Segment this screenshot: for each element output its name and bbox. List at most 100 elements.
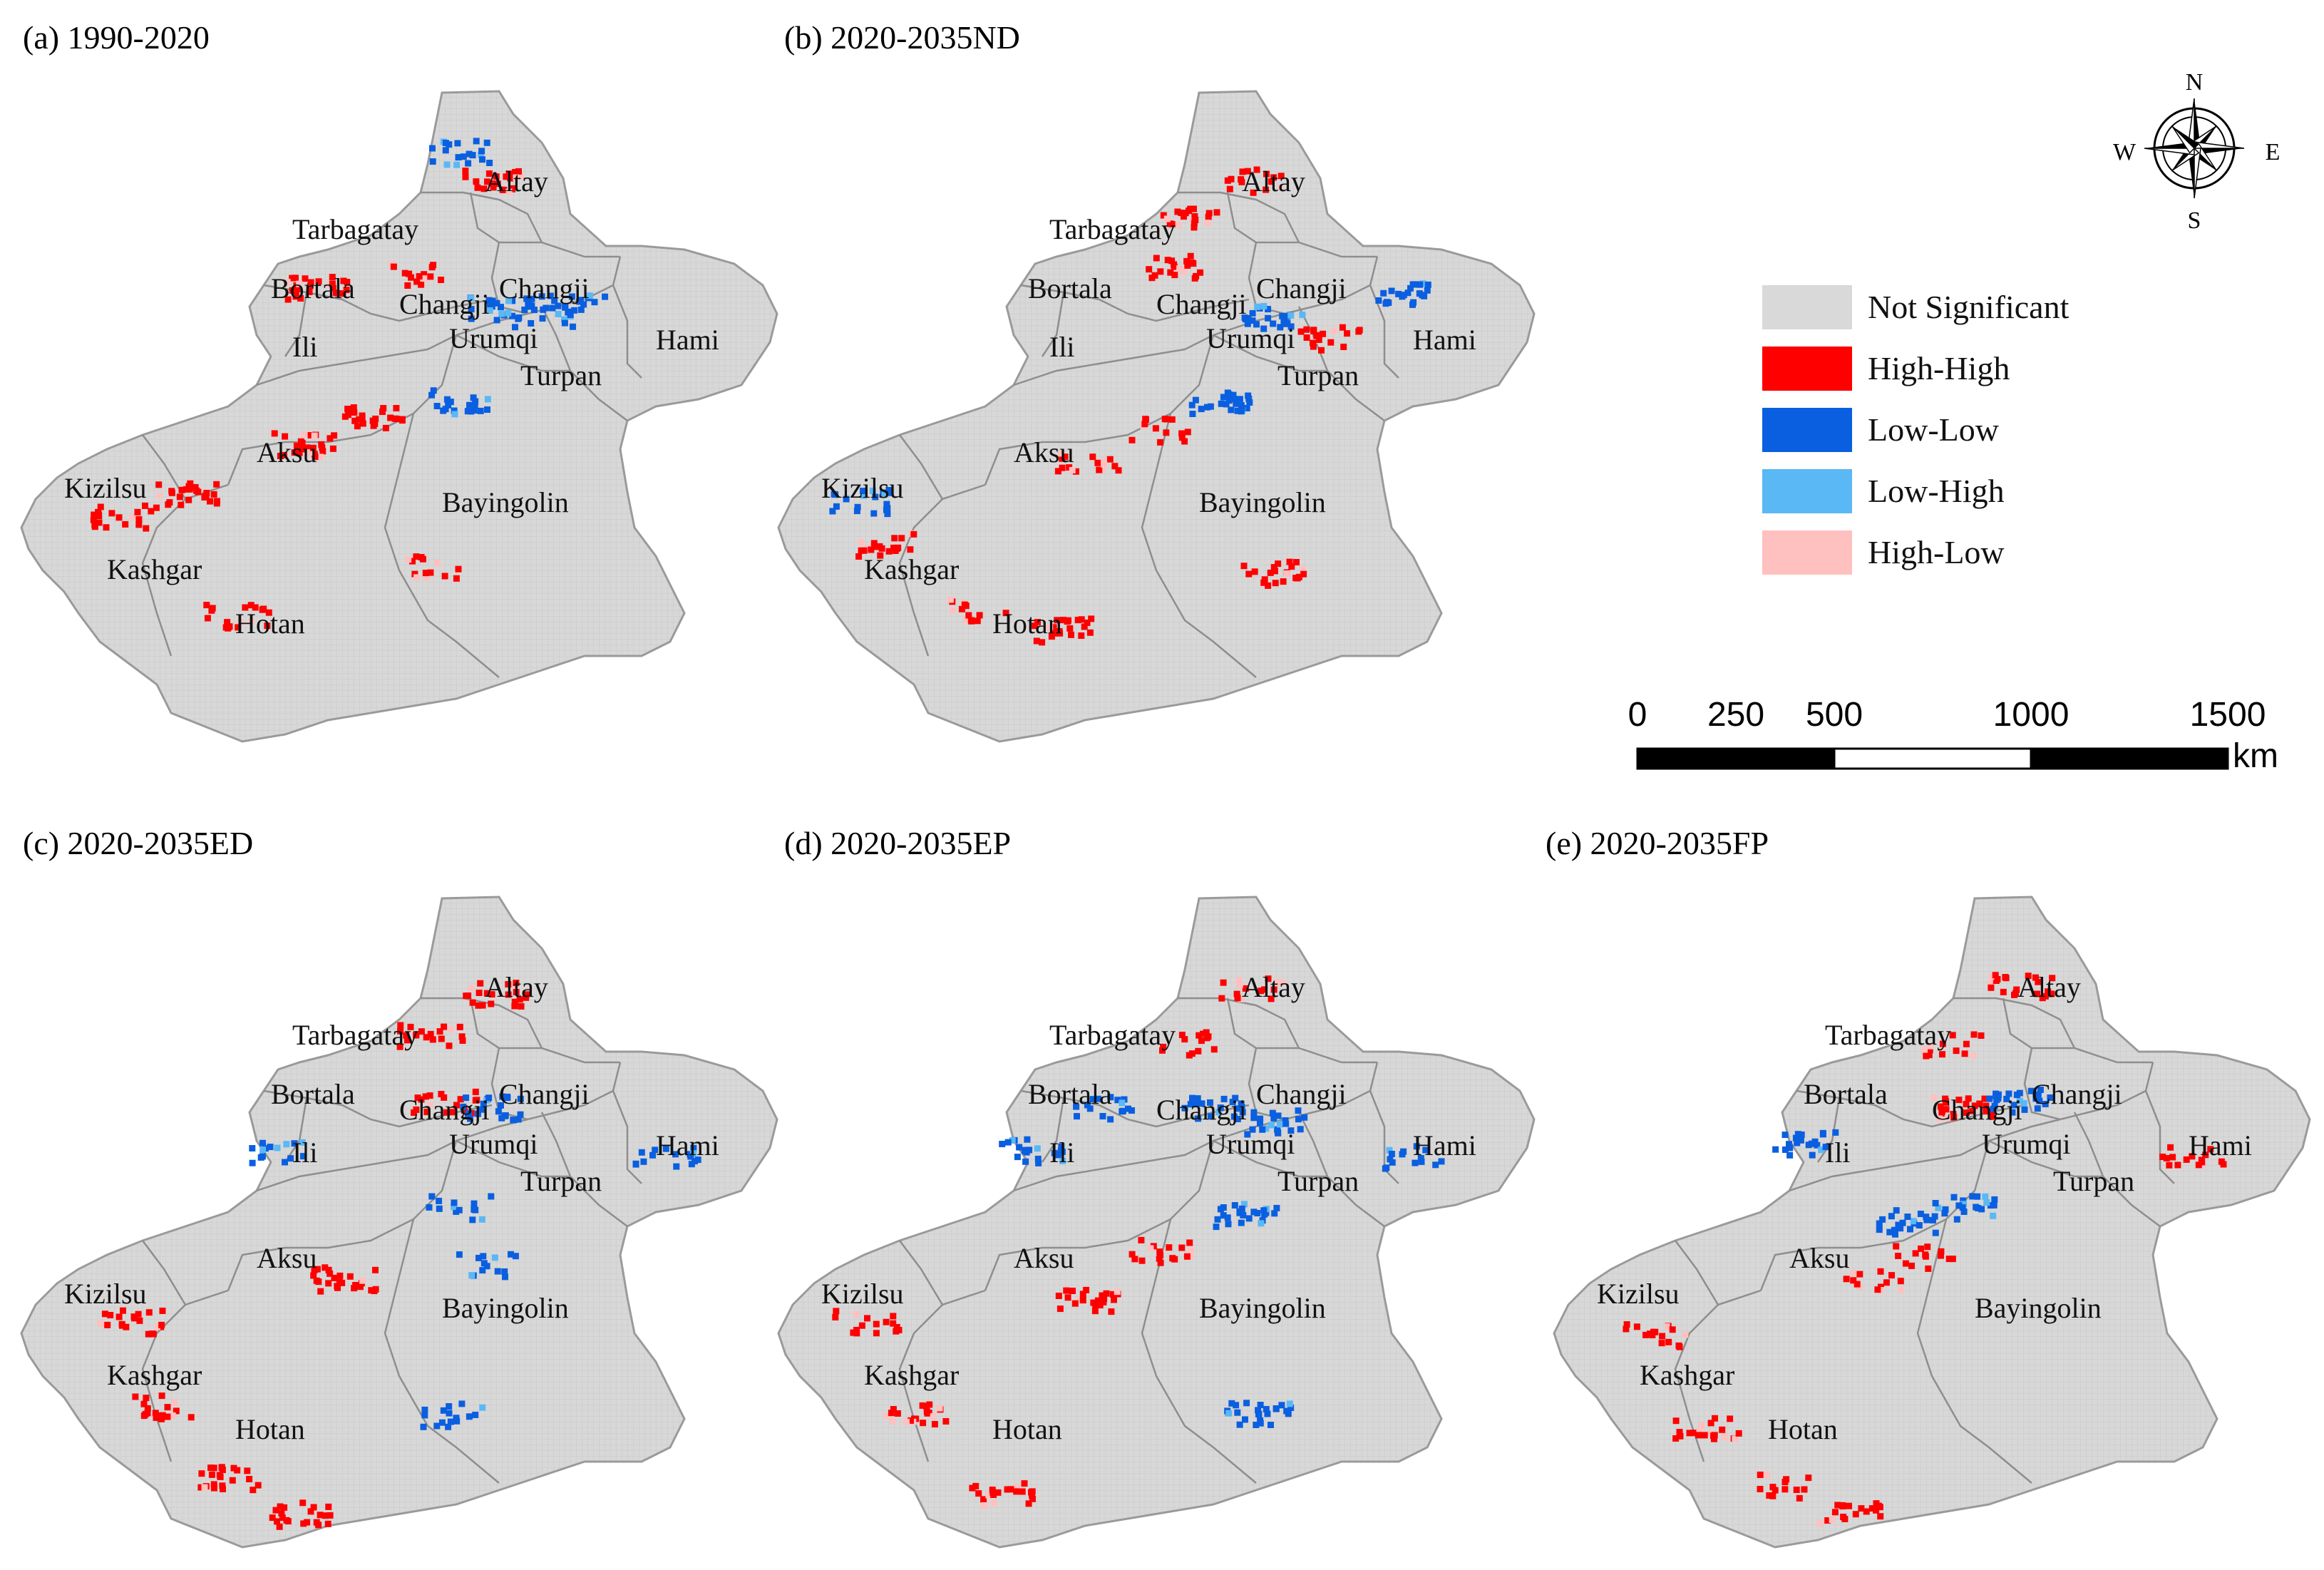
hotspot-cell [252, 604, 259, 611]
hotspot-cell [1970, 1031, 1978, 1038]
hotspot-cell [1794, 1131, 1801, 1138]
hotspot-cell [136, 1317, 143, 1324]
hotspot-cell [1229, 1099, 1236, 1106]
hotspot-cell [883, 506, 890, 513]
hotspot-cell [322, 1512, 329, 1519]
hotspot-cell [1318, 347, 1325, 354]
hotspot-cell [1106, 456, 1114, 463]
hotspot-cell [1238, 408, 1245, 415]
hotspot-cell [1157, 1259, 1164, 1266]
hotspot-cell [460, 1103, 467, 1110]
hotspot-cell [91, 522, 98, 528]
hotspot-cell [1883, 1279, 1890, 1286]
hotspot-cell [471, 1200, 478, 1207]
hotspot-cell [570, 323, 576, 330]
hotspot-cell [178, 501, 185, 508]
hotspot-cell [1265, 306, 1272, 313]
hotspot-clusters [1623, 972, 2227, 1527]
hotspot-cell [1074, 617, 1081, 624]
region-label-kizilsu: Kizilsu [821, 1278, 904, 1310]
hotspot-cell [1276, 1121, 1283, 1128]
hotspot-cell [213, 481, 220, 488]
hotspot-cell [1669, 1326, 1676, 1333]
region-label-aksu: Aksu [1014, 436, 1074, 468]
hotspot-cell [1876, 1504, 1883, 1511]
hotspot-cell [274, 1144, 281, 1151]
hotspot-cell [315, 1522, 322, 1529]
hotspot-cell [1763, 1471, 1770, 1478]
hotspot-cell [1850, 1277, 1857, 1284]
region-label-kizilsu: Kizilsu [64, 1278, 147, 1310]
hotspot-cell [458, 1033, 466, 1040]
hotspot-cell [1069, 1288, 1076, 1294]
hotspot-cell [864, 1315, 870, 1322]
hotspot-cell [325, 1280, 332, 1287]
hotspot-cell [1153, 255, 1160, 262]
hotspot-cell [382, 424, 389, 431]
hotspot-cell [220, 1486, 226, 1492]
region-label-aksu: Aksu [1789, 1242, 1849, 1274]
hotspot-cell [1916, 1222, 1923, 1228]
hotspot-cell [427, 273, 434, 280]
hotspot-cell [511, 998, 518, 1005]
hotspot-cell [512, 324, 518, 331]
hotspot-cell [1983, 1108, 1990, 1115]
hotspot-cell [1283, 1407, 1290, 1415]
hotspot-cell [150, 1330, 157, 1338]
legend-swatch [1762, 285, 1852, 329]
hotspot-cell [1910, 1218, 1917, 1225]
hotspot-cell [919, 1402, 926, 1409]
hotspot-cell [1171, 272, 1178, 279]
hotspot-cell [1101, 1295, 1108, 1303]
hotspot-cell [1198, 1100, 1205, 1107]
hotspot-cell [1950, 1194, 1958, 1201]
hotspot-cell [455, 154, 462, 161]
region-label-kizilsu: Kizilsu [1597, 1278, 1680, 1310]
hotspot-cell [515, 1116, 522, 1123]
hotspot-cell [1658, 1340, 1665, 1347]
hotspot-cell [445, 1423, 452, 1430]
hotspot-cell [158, 1415, 165, 1422]
hotspot-cell [247, 602, 254, 609]
hotspot-cell [1215, 1109, 1223, 1116]
hotspot-cell [1013, 1488, 1020, 1495]
hotspot-cell [1233, 1402, 1240, 1409]
hotspot-cell [972, 1482, 980, 1489]
hotspot-cell [2166, 1161, 2173, 1169]
hotspot-cell [2174, 1161, 2181, 1169]
hotspot-cell [1181, 268, 1188, 275]
hotspot-cell [1930, 1216, 1936, 1223]
hotspot-cell [567, 312, 574, 318]
hotspot-cell [96, 519, 103, 526]
scale-bar-segment [2030, 747, 2229, 770]
hotspot-cell [413, 278, 421, 285]
hotspot-cell [259, 1146, 267, 1154]
hotspot-cell [517, 1095, 524, 1102]
hotspot-cell [881, 491, 888, 498]
hotspot-cell [1389, 1159, 1396, 1166]
hotspot-cell [561, 316, 567, 323]
xinjiang-base-map [20, 896, 778, 1549]
hotspot-cell [974, 617, 981, 625]
hotspot-cell [1873, 1507, 1880, 1514]
hotspot-cell [153, 1323, 160, 1330]
hotspot-cell [1161, 416, 1168, 423]
hotspot-cell [1214, 1216, 1221, 1223]
region-label-changji-east: Changji [499, 272, 590, 304]
hotspot-cell [1064, 1294, 1071, 1301]
hotspot-cell [447, 1418, 454, 1425]
hotspot-cell [1236, 981, 1243, 988]
hotspot-cell [104, 1321, 111, 1328]
hotspot-cell [296, 449, 303, 456]
hotspot-cell [1675, 1342, 1682, 1349]
hotspot-cell [264, 622, 271, 630]
hotspot-cell [1923, 1214, 1930, 1221]
region-label-tarbagatay: Tarbagatay [1049, 1019, 1176, 1051]
hotspot-cell [1960, 1209, 1968, 1215]
region-label-hotan: Hotan [992, 1413, 1062, 1445]
hotspot-cell [403, 1037, 411, 1044]
region-label-hotan: Hotan [235, 1413, 305, 1445]
hotspot-cell [1189, 411, 1196, 417]
hotspot-cell [1022, 1158, 1029, 1165]
hotspot-cell [1264, 1410, 1271, 1417]
